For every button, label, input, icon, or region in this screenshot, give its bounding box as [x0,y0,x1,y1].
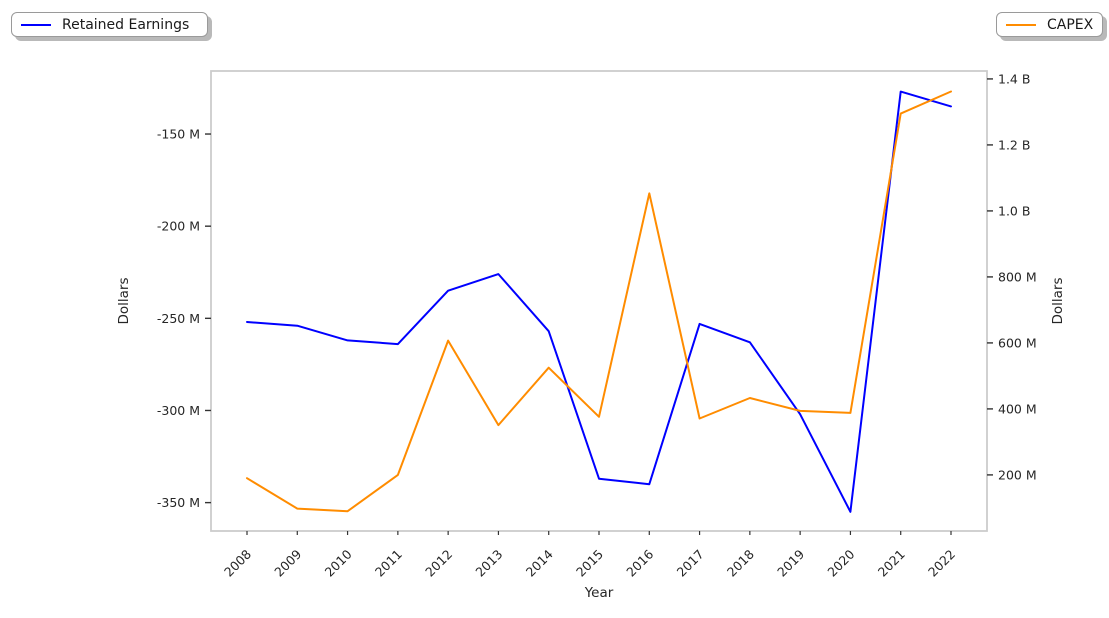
y-right-tick-label: 1.2 B [998,137,1030,152]
x-tick-label: 2009 [271,546,304,579]
y-right-tick-label: 600 M [998,335,1037,350]
legend-line-sample-capex [1006,23,1036,26]
legend-label-capex: CAPEX [1047,16,1094,33]
x-tick-label: 2017 [674,547,707,580]
x-tick-label: 2015 [573,547,606,580]
y-right-tick-label: 1.4 B [998,71,1030,86]
y-right-tick-label: 400 M [998,401,1037,416]
x-tick-label: 2018 [724,546,757,579]
y-left-tick-label: -250 M [157,311,200,326]
x-tick-label: 2011 [372,547,405,580]
series-line-capex [246,90,952,513]
x-tick-label: 2010 [322,546,355,579]
y-right-tick-label: 800 M [998,269,1037,284]
x-tick-label: 2022 [925,547,958,580]
x-tick-label: 2016 [623,546,656,579]
legend-label-retained-earnings: Retained Earnings [62,16,190,33]
y-left-tick-label: -350 M [157,495,200,510]
x-tick-label: 2014 [523,546,556,579]
x-tick-label: 2012 [422,547,455,580]
y-left-tick-label: -150 M [157,127,200,142]
series-line-retained-earnings [246,90,952,513]
plot-border [210,70,988,532]
y-axis-title-right: Dollars [1050,277,1066,324]
x-tick-label: 2019 [774,546,807,579]
y-axis-title-left: Dollars [116,277,132,324]
legend-retained-earnings: Retained Earnings [11,12,208,37]
x-axis-title: Year [584,585,614,601]
x-tick-label: 2020 [824,546,857,579]
y-left-tick-label: -300 M [157,403,200,418]
y-right-tick-label: 1.0 B [998,203,1030,218]
y-left-tick-label: -200 M [157,219,200,234]
x-tick-label: 2008 [221,546,254,579]
legend-capex: CAPEX [996,12,1103,37]
x-tick-label: 2013 [472,547,505,580]
x-tick-label: 2021 [875,547,908,580]
y-right-tick-label: 200 M [998,467,1037,482]
legend-line-sample-retained-earnings [21,23,51,26]
